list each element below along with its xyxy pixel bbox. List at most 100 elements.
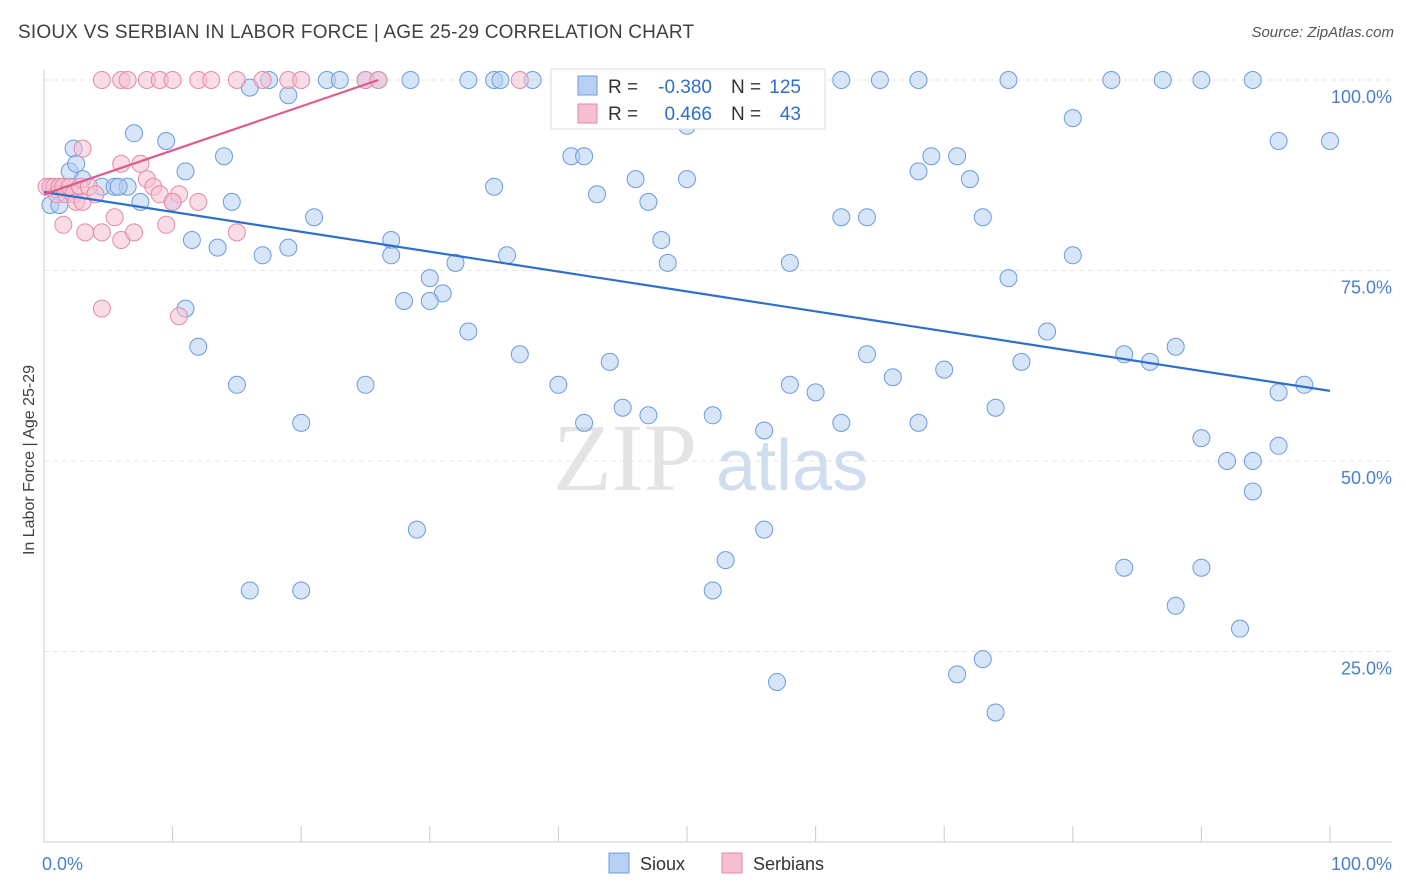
stats-swatch-serbians (577, 103, 598, 124)
sioux-point-15 (305, 208, 324, 227)
x-tick-label-min: 0.0% (42, 854, 83, 874)
sioux-point-86 (613, 398, 632, 417)
sioux-point-19 (498, 246, 516, 265)
sioux-point-117 (768, 673, 786, 691)
sioux-point-74 (227, 375, 246, 394)
sioux-point-37 (157, 132, 176, 150)
serbians-point-44 (292, 71, 311, 89)
sioux-point-84 (549, 375, 568, 394)
stats-box: R = -0.380 N = 125 R = 0.466 N = 43 (550, 68, 826, 130)
serbians-point-38 (163, 71, 182, 89)
y-tick-label-25: 25.0% (1341, 659, 1392, 679)
data-points (37, 71, 1339, 722)
sioux-point-83 (510, 345, 529, 364)
serbians-point-27 (112, 154, 131, 173)
y-tick-label-100: 100.0% (1331, 87, 1392, 107)
sioux-point-90 (755, 421, 774, 440)
y-axis-label: In Labor Force | Age 25-29 (21, 365, 38, 555)
sioux-point-24 (658, 253, 677, 272)
sioux-point-97 (935, 360, 954, 379)
sioux-point-10 (182, 231, 201, 249)
sioux-point-26 (780, 253, 799, 272)
sioux-point-25 (678, 170, 696, 189)
sioux-point-65 (1102, 71, 1121, 89)
sioux-point-118 (1115, 558, 1134, 577)
sioux-point-94 (858, 345, 876, 364)
sioux-point-59 (870, 71, 889, 89)
serbians-point-32 (170, 307, 188, 326)
watermark-zip: ZIP (553, 404, 697, 511)
sioux-point-50 (491, 71, 510, 89)
sioux-point-22 (639, 192, 658, 211)
sioux-point-78 (420, 269, 439, 288)
serbians-point-25 (227, 223, 246, 242)
sioux-point-115 (973, 650, 992, 669)
sioux-point-20 (588, 185, 606, 204)
sioux-point-109 (292, 581, 311, 600)
sioux-point-39 (215, 147, 233, 166)
sioux-point-112 (716, 551, 735, 570)
sioux-point-6 (109, 177, 128, 196)
sioux-point-36 (125, 124, 143, 143)
sioux-point-76 (356, 375, 375, 394)
sioux-point-82 (459, 322, 478, 341)
serbians-point-42 (253, 71, 272, 89)
sioux-point-72 (67, 154, 86, 173)
serbians-point-40 (202, 71, 221, 89)
sioux-point-69 (1269, 132, 1288, 150)
sioux-point-104 (1218, 452, 1237, 470)
chart-title: SIOUX VS SERBIAN IN LABOR FORCE | AGE 25… (18, 22, 695, 43)
sioux-point-114 (948, 665, 967, 684)
sioux-point-88 (600, 352, 619, 371)
serbians-point-19 (125, 223, 143, 242)
serbians-point-16 (92, 223, 111, 242)
sioux-point-63 (999, 71, 1018, 89)
serbians-point-31 (92, 299, 111, 318)
y-tick-label-50: 50.0% (1341, 468, 1392, 488)
serbians-point-41 (227, 71, 246, 89)
stats-n-label-serbians: N = (731, 104, 761, 125)
sioux-point-62 (948, 147, 967, 166)
sioux-point-108 (240, 581, 259, 600)
sioux-point-75 (292, 413, 311, 432)
sioux-point-61 (922, 147, 941, 166)
sioux-point-93 (832, 413, 851, 432)
sioux-point-64 (1063, 109, 1082, 128)
source-label: Source: ZipAtlas.com (1251, 24, 1394, 41)
sioux-trend-line (43, 190, 1331, 392)
sioux-point-77 (395, 292, 414, 310)
sioux-point-30 (960, 170, 979, 189)
sioux-point-102 (1166, 337, 1185, 356)
serbians-point-14 (54, 215, 73, 234)
stats-swatch-sioux (577, 75, 598, 96)
sioux-point-91 (780, 375, 799, 394)
serbians-point-22 (157, 215, 176, 234)
sioux-point-99 (1012, 352, 1031, 371)
sioux-point-23 (652, 231, 671, 249)
stats-r-label-sioux: R = (608, 77, 638, 98)
sioux-point-70 (1321, 132, 1339, 150)
stats-n-value-sioux: 125 (769, 77, 801, 98)
legend-label-sioux: Sioux (640, 854, 685, 874)
sioux-point-58 (832, 71, 851, 89)
y-tick-label-75: 75.0% (1341, 278, 1392, 298)
sioux-point-123 (1269, 383, 1288, 402)
sioux-point-47 (401, 71, 420, 89)
sioux-point-89 (703, 406, 722, 425)
stats-r-value-serbians: 0.466 (664, 104, 712, 125)
serbians-point-24 (189, 192, 208, 211)
sioux-point-103 (1192, 429, 1211, 448)
sioux-point-48 (459, 71, 478, 89)
sioux-point-80 (382, 246, 401, 265)
sioux-point-68 (1243, 71, 1262, 89)
sioux-point-38 (176, 162, 195, 181)
sioux-point-14 (279, 238, 298, 257)
sioux-point-42 (279, 86, 298, 105)
sioux-point-106 (1269, 436, 1288, 455)
sioux-point-111 (703, 581, 722, 600)
legend-swatch-sioux (608, 852, 630, 874)
sioux-point-116 (986, 703, 1005, 722)
sioux-point-34 (1063, 246, 1082, 265)
sioux-point-60 (909, 71, 928, 89)
